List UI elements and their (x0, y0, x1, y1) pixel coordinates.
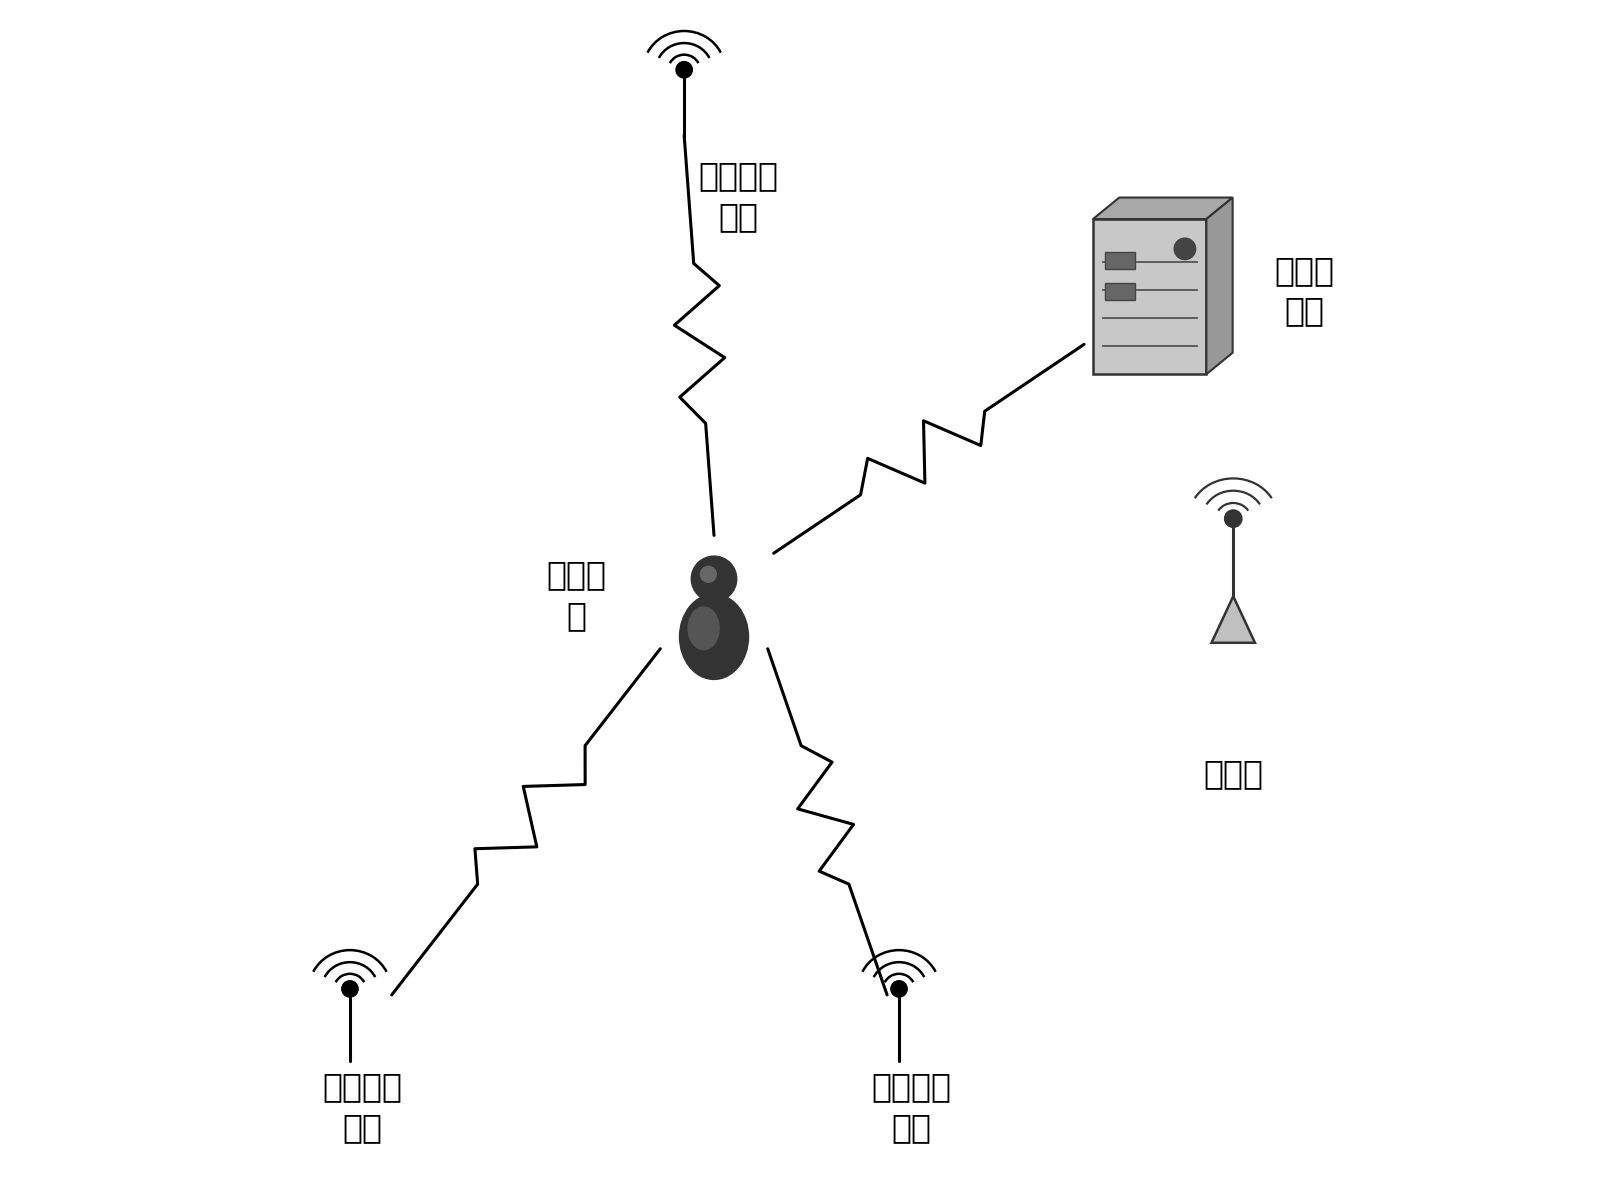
Text: 极化波发
射点: 极化波发 射点 (322, 1070, 402, 1144)
Polygon shape (1206, 197, 1232, 374)
Circle shape (342, 981, 358, 996)
Circle shape (701, 566, 716, 582)
Text: 极化波发
射点: 极化波发 射点 (698, 160, 777, 233)
Circle shape (1224, 510, 1242, 528)
Circle shape (890, 981, 907, 996)
Bar (1104, 252, 1135, 269)
Text: 移动终
端: 移动终 端 (547, 558, 607, 632)
Ellipse shape (680, 594, 748, 679)
Circle shape (677, 61, 693, 78)
Polygon shape (1093, 197, 1232, 219)
Polygon shape (1211, 596, 1255, 643)
Circle shape (1174, 238, 1196, 260)
Circle shape (691, 557, 737, 601)
Bar (1093, 219, 1206, 374)
Text: 极化波发
射点: 极化波发 射点 (871, 1070, 950, 1144)
Text: 位置服
务器: 位置服 务器 (1274, 254, 1336, 328)
Bar (1104, 284, 1135, 300)
Text: 基准点: 基准点 (1203, 757, 1263, 791)
Ellipse shape (688, 607, 719, 649)
